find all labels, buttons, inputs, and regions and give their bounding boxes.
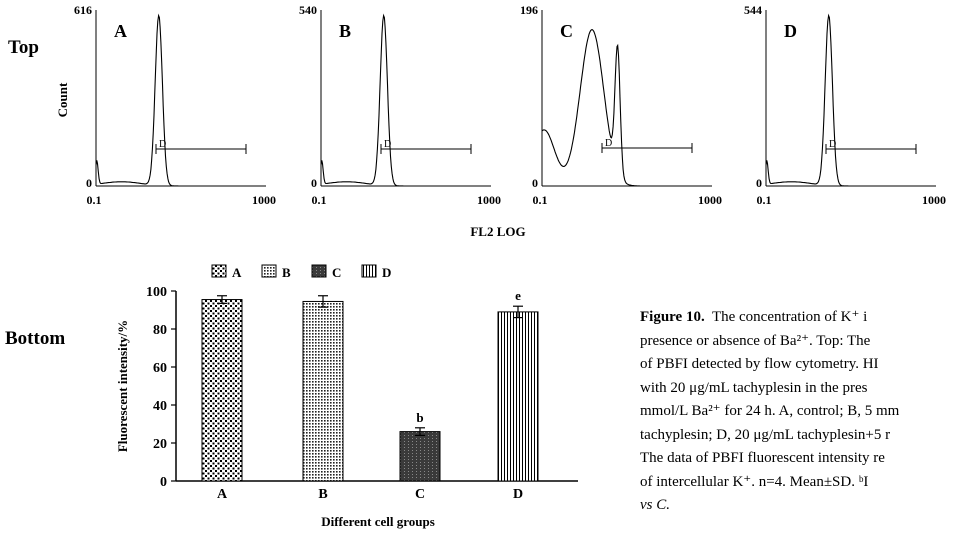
caption-line-9: vs C. [640, 497, 670, 513]
bar-chart: 0 20 40 60 80 100 Fluorescent intensity/% Diffe… [115, 264, 578, 529]
histogram-curve [95, 13, 266, 187]
histogram-panel-letter: A [114, 21, 127, 41]
caption-line-8: of intercellular K⁺. n=4. Mean±SD. ᵇI [640, 473, 869, 490]
bar-c [399, 431, 441, 482]
bar-y-tick-label: 100 [146, 285, 167, 300]
histogram-xtick-label: 1000 [252, 193, 276, 207]
legend-label-a: A [232, 265, 242, 280]
bar-b [302, 300, 344, 482]
bar-category-label: C [415, 487, 425, 502]
bar-y-tick-label: 20 [153, 437, 167, 452]
legend-swatch-c [311, 264, 327, 278]
bar-y-tick-label: 80 [153, 323, 167, 338]
histogram-panel-b: 540 0 0.1 1000 B D [299, 3, 501, 207]
legend-label-b: B [282, 265, 291, 280]
histogram-gate-label: D [384, 139, 391, 150]
bar-significance-label: b [416, 410, 423, 425]
legend-label-d: D [382, 265, 391, 280]
legend-swatch-b [261, 264, 277, 278]
histogram-ymax-label: 196 [520, 3, 538, 17]
histogram-ymax-label: 540 [299, 3, 317, 17]
histogram-ymin-label: 0 [311, 176, 317, 190]
histogram-xtick-label: 1000 [477, 193, 501, 207]
histogram-xtick-label: 0.1 [87, 193, 102, 207]
bar-d [497, 311, 539, 482]
histogram-curve [320, 13, 491, 187]
caption-line-6: tachyplesin; D, 20 μg/mL tachyplesin+5 r [640, 426, 891, 443]
caption-line-5: mmol/L Ba²⁺ for 24 h. A, control; B, 5 m… [640, 403, 900, 419]
histogram-gate-label: D [605, 138, 612, 149]
caption-line-3: of PBFI detected by flow cytometry. HI [640, 356, 879, 372]
histogram-x-axis-label: FL2 LOG [470, 224, 525, 239]
bar-a [201, 299, 243, 482]
histogram-xtick-label: 0.1 [312, 193, 327, 207]
histogram-y-axis-label: Count [55, 82, 70, 117]
histogram-xtick-label: 1000 [922, 193, 946, 207]
legend-swatch-d [361, 264, 377, 278]
histogram-xtick-label: 0.1 [533, 193, 548, 207]
histogram-curve [765, 13, 936, 187]
histogram-curve [541, 28, 712, 187]
figure-caption: Figure 10. The concentration of K⁺ i pre… [640, 306, 955, 533]
bar-y-axis-label: Fluorescent intensity/% [115, 320, 130, 452]
caption-line-4: with 20 μg/mL tachyplesin in the pres [640, 379, 868, 396]
histogram-panel-letter: C [560, 21, 573, 41]
bar-significance-label: e [515, 288, 521, 303]
histogram-gate-label: D [829, 139, 836, 150]
histogram-ymin-label: 0 [86, 176, 92, 190]
histogram-ymax-label: 616 [74, 3, 92, 17]
histogram-ymin-label: 0 [532, 176, 538, 190]
bar-y-tick-label: 60 [153, 361, 167, 376]
histogram-gate-label: D [159, 139, 166, 150]
bar-x-axis-label: Different cell groups [321, 514, 435, 529]
legend-label-c: C [332, 265, 341, 280]
caption-line-2: presence or absence of Ba²⁺. Top: The [640, 332, 871, 349]
top-label: Top [8, 37, 39, 58]
histogram-panel-letter: B [339, 21, 351, 41]
histogram-ymin-label: 0 [756, 176, 762, 190]
bottom-label: Bottom [5, 328, 65, 349]
histogram-panel-d: 544 0 0.1 1000 D D [744, 3, 946, 207]
bar-category-label: D [513, 487, 523, 502]
caption-label: Figure 10. [640, 309, 705, 325]
histogram-xtick-label: 0.1 [757, 193, 772, 207]
histogram-panel-c: 196 0 0.1 1000 C D [520, 3, 722, 207]
histogram-xtick-label: 1000 [698, 193, 722, 207]
histogram-panel-letter: D [784, 21, 797, 41]
bar-y-tick-label: 0 [160, 475, 167, 490]
caption-line-7: The data of PBFI fluorescent intensity r… [640, 450, 885, 466]
bar-y-tick-label: 40 [153, 399, 167, 414]
bar-category-label: B [318, 487, 327, 502]
legend-swatch-a [211, 264, 227, 278]
caption-line-1: Figure 10. The concentration of K⁺ i [640, 306, 955, 330]
caption-line-1-text: The concentration of K⁺ i [704, 309, 868, 325]
bar-category-label: A [217, 487, 228, 502]
histogram-ymax-label: 544 [744, 3, 762, 17]
histogram-panel-a: 616 0 0.1 1000 A D [74, 3, 276, 207]
